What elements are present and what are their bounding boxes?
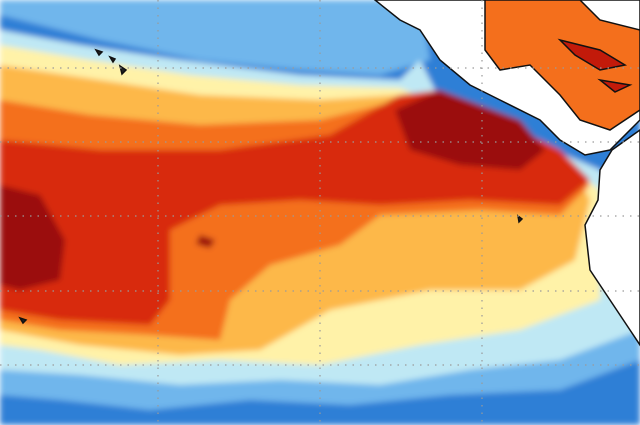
caribbean-water [484, 0, 640, 131]
land [18, 0, 640, 347]
islands [18, 48, 524, 325]
caribbean-islands [557, 38, 633, 93]
south-america-land [584, 129, 640, 347]
hottest-water [0, 90, 545, 290]
